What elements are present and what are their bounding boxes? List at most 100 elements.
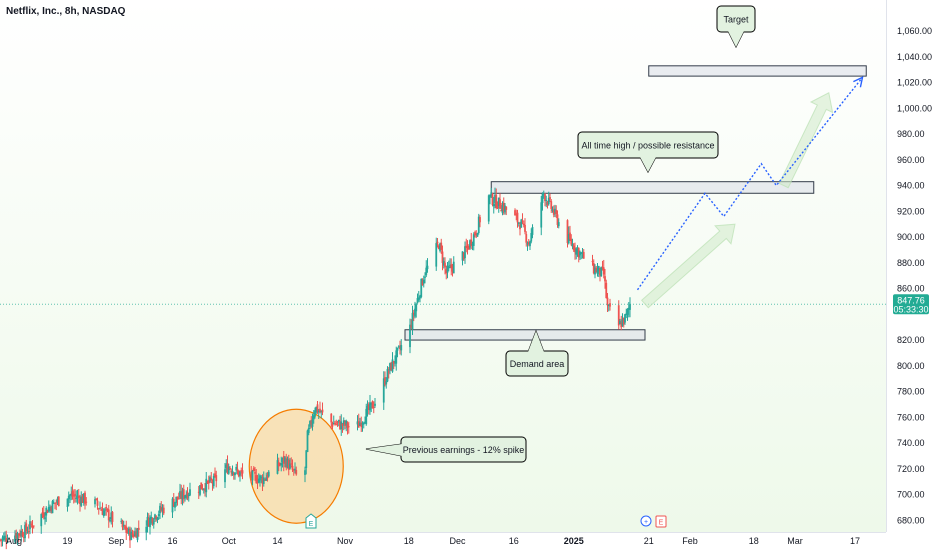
y-tick-label: 1,060.00 xyxy=(897,26,932,36)
candle-body xyxy=(1,537,4,541)
candle-body xyxy=(239,472,241,476)
candle-body xyxy=(285,458,288,468)
candle-body xyxy=(145,526,148,533)
candle-body xyxy=(99,508,101,510)
y-tick-label: 700.00 xyxy=(897,490,925,500)
candle-body xyxy=(392,360,395,364)
candle-body xyxy=(492,204,495,207)
candle-body xyxy=(180,491,183,499)
candle-body xyxy=(21,532,24,537)
candle-body xyxy=(384,377,386,385)
candle-body xyxy=(555,209,558,215)
candle-body xyxy=(66,498,69,508)
last-price-badge xyxy=(893,294,929,315)
candle-body xyxy=(255,475,258,483)
candle-body xyxy=(200,482,203,490)
x-tick-label: 19 xyxy=(62,536,72,546)
candle-body xyxy=(292,469,295,471)
candle-body xyxy=(6,541,9,543)
candle-body xyxy=(227,466,230,474)
candle-body xyxy=(549,197,551,200)
candle-body xyxy=(71,491,74,497)
candle-body xyxy=(451,266,454,272)
candle-body xyxy=(421,280,424,286)
candle-body xyxy=(331,423,334,427)
candle-body xyxy=(314,410,316,417)
candle-body xyxy=(572,245,575,251)
candle-body xyxy=(382,378,385,403)
candle-body xyxy=(520,219,523,228)
y-tick-label: 960.00 xyxy=(897,155,925,165)
last-price-label: 847.76 xyxy=(897,295,925,305)
x-tick-label: 16 xyxy=(509,536,519,546)
candle-body xyxy=(531,227,534,235)
callout-resistance-pointer-fill xyxy=(640,157,656,172)
candle-body xyxy=(501,205,504,214)
earnings-marker-upcoming-label: E xyxy=(659,520,664,527)
candle-body xyxy=(397,346,400,348)
candle-body xyxy=(266,474,269,479)
candle-body xyxy=(479,217,481,223)
y-tick-label: 680.00 xyxy=(897,515,925,525)
projection-arrow-1 xyxy=(640,223,736,309)
callout-earnings-pointer-fill xyxy=(366,444,402,456)
candle-body xyxy=(120,520,123,522)
candle-body xyxy=(436,241,439,244)
candle-body xyxy=(409,324,411,348)
candle-body xyxy=(390,362,393,371)
candle-body xyxy=(332,423,335,425)
candle-body xyxy=(414,308,416,317)
candle-body xyxy=(466,245,469,247)
y-tick-label: 1,040.00 xyxy=(897,52,932,62)
candle-body xyxy=(32,525,35,527)
candle-body xyxy=(450,264,453,269)
candle-body xyxy=(542,193,545,195)
candle-body xyxy=(157,514,160,516)
candle-body xyxy=(541,193,544,203)
candle-body xyxy=(280,462,283,466)
candle-body xyxy=(147,517,150,527)
candle-body xyxy=(447,266,450,269)
x-tick-label: Oct xyxy=(222,536,237,546)
candle-body xyxy=(229,467,231,469)
candle-body xyxy=(577,248,580,258)
candle-body xyxy=(337,419,340,422)
candle-body xyxy=(592,263,595,274)
candle-body xyxy=(444,262,446,268)
candle-body xyxy=(500,209,503,212)
candle-body xyxy=(315,406,318,413)
candle-body xyxy=(214,473,216,477)
candle-body xyxy=(4,535,6,539)
candle-body xyxy=(551,209,554,211)
candle-body xyxy=(284,457,286,462)
candle-body xyxy=(415,304,418,312)
candle-body xyxy=(265,477,268,481)
callout-resistance-text: All time high / possible resistance xyxy=(581,141,714,151)
x-tick-label: Mar xyxy=(787,536,803,546)
candle-body xyxy=(391,359,394,372)
candle-body xyxy=(554,208,556,213)
candle-body xyxy=(515,214,518,216)
candle-body xyxy=(600,266,603,277)
candle-body xyxy=(347,426,350,428)
candle-body xyxy=(624,314,626,323)
candle-body xyxy=(439,243,441,251)
candle-body xyxy=(177,498,180,500)
candle-body xyxy=(546,201,549,206)
candle-body xyxy=(74,493,76,497)
candle-body xyxy=(225,464,228,469)
candle-body xyxy=(26,532,29,534)
candle-body xyxy=(5,537,8,542)
candle-body xyxy=(127,528,130,534)
candle-body xyxy=(184,495,186,499)
candle-body xyxy=(312,415,315,420)
candle-body xyxy=(494,194,496,203)
candle-body xyxy=(625,313,628,316)
candle-body xyxy=(495,194,498,208)
candle-body xyxy=(290,463,293,465)
candle-body xyxy=(56,498,59,503)
candle-body xyxy=(626,309,629,315)
candle-body xyxy=(386,368,389,382)
